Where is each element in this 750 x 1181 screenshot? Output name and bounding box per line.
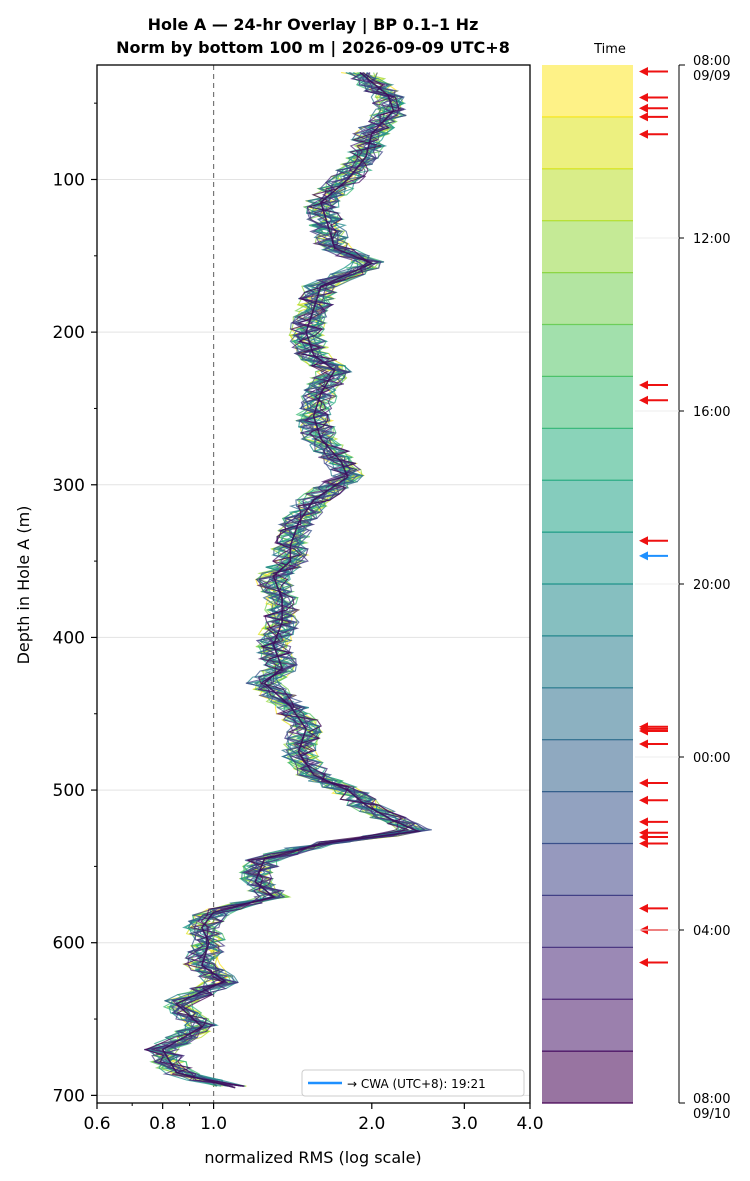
chart-title-line2: Norm by bottom 100 m | 2026-09-09 UTC+8 [116,38,510,58]
event-arrow-head [639,832,648,842]
event-arrow-head [639,795,648,805]
colorbar-segment [542,791,633,844]
colorbar-segment [542,584,633,637]
x-axis-ticks: 0.6 0.8 1.0 2.0 3.0 4.0 [83,1103,544,1134]
colorbar-segment [542,532,633,585]
colorbar-segment [542,376,633,429]
event-arrow-head [639,66,648,76]
colorbar-segment [542,168,633,222]
time-tick-label: 04:00 [693,924,730,939]
x-tick-label-1.0: 1.0 [200,1114,227,1134]
time-colorbar [542,65,633,1104]
event-arrow-head [639,817,648,827]
event-arrows [639,66,668,967]
colorbar-segment [542,1051,633,1104]
colorbar-title: Time [593,42,626,57]
plot-frame [96,64,531,1104]
profile-trace [143,72,416,1087]
profile-trace [156,72,431,1087]
time-tick-label: 12:00 [693,232,730,247]
event-arrow-head [639,129,648,139]
cwa-event-arrow-head [639,551,648,561]
time-start-date: 09/09 [693,69,730,84]
y-tick-label-100: 100 [53,170,85,190]
event-arrow-head [639,92,648,102]
x-tick-label-4.0: 4.0 [516,1114,543,1134]
colorbar-segment [542,428,633,481]
chart-title-line1: Hole A — 24-hr Overlay | BP 0.1–1 Hz [148,15,479,35]
colorbar-segment [542,220,633,274]
x-axis-label: normalized RMS (log scale) [204,1148,421,1167]
event-arrow-head [639,536,648,546]
x-tick-label-3.0: 3.0 [451,1114,478,1134]
time-axis: 08:0009/0908:0009/1012:0016:0020:0000:00… [635,54,730,1122]
event-arrow-head [639,839,648,848]
y-axis-ticks: 100 200 300 400 500 600 700 [53,102,97,1106]
colorbar-segment [542,65,633,118]
colorbar-segment [542,116,633,170]
colorbar-segment [542,687,633,741]
y-tick-label-600: 600 [53,934,85,954]
y-tick-label-400: 400 [53,628,85,648]
grid-lines [97,178,530,1096]
x-tick-label-0.8: 0.8 [149,1114,176,1134]
colorbar-segment [542,843,633,896]
x-tick-label-2.0: 2.0 [358,1114,385,1134]
legend: → CWA (UTC+8): 19:21 [301,1069,525,1097]
colorbar-segment [542,272,633,325]
y-tick-label-200: 200 [53,323,85,343]
y-tick-label-300: 300 [53,476,85,496]
profile-trace [150,72,405,1087]
colorbar-segment [542,635,633,689]
event-arrow-head [639,957,648,967]
colorbar-segment [542,324,633,377]
event-arrow-head [639,395,648,405]
time-end-date: 09/10 [693,1107,730,1122]
y-tick-label-700: 700 [53,1086,85,1106]
event-arrow-head [639,380,648,390]
event-arrow-head [639,103,648,113]
rms-profiles [143,71,432,1089]
event-arrow-head [639,739,648,749]
event-arrow-head [639,726,648,736]
time-tick-label: 00:00 [693,751,730,766]
time-end-label: 08:00 [693,1092,730,1107]
time-tick-label: 16:00 [693,405,730,420]
time-tick-label: 20:00 [693,578,730,593]
event-arrow-head [639,778,648,788]
legend-cwa-label: → CWA (UTC+8): 19:21 [347,1077,486,1091]
legend-box [301,1069,525,1097]
x-tick-label-0.6: 0.6 [83,1114,110,1134]
colorbar-segment [542,895,633,948]
colorbar-segment [542,739,633,793]
colorbar-segment [542,999,633,1052]
profile-trace-latest [161,71,422,1089]
profile-trace [151,72,415,1087]
event-arrow-head [639,112,648,122]
y-axis-label: Depth in Hole A (m) [14,506,33,665]
colorbar-segment [542,480,633,533]
y-tick-label-500: 500 [53,781,85,801]
time-start-label: 08:00 [693,54,730,69]
event-arrow-head [639,903,648,913]
colorbar-segment [542,947,633,1000]
